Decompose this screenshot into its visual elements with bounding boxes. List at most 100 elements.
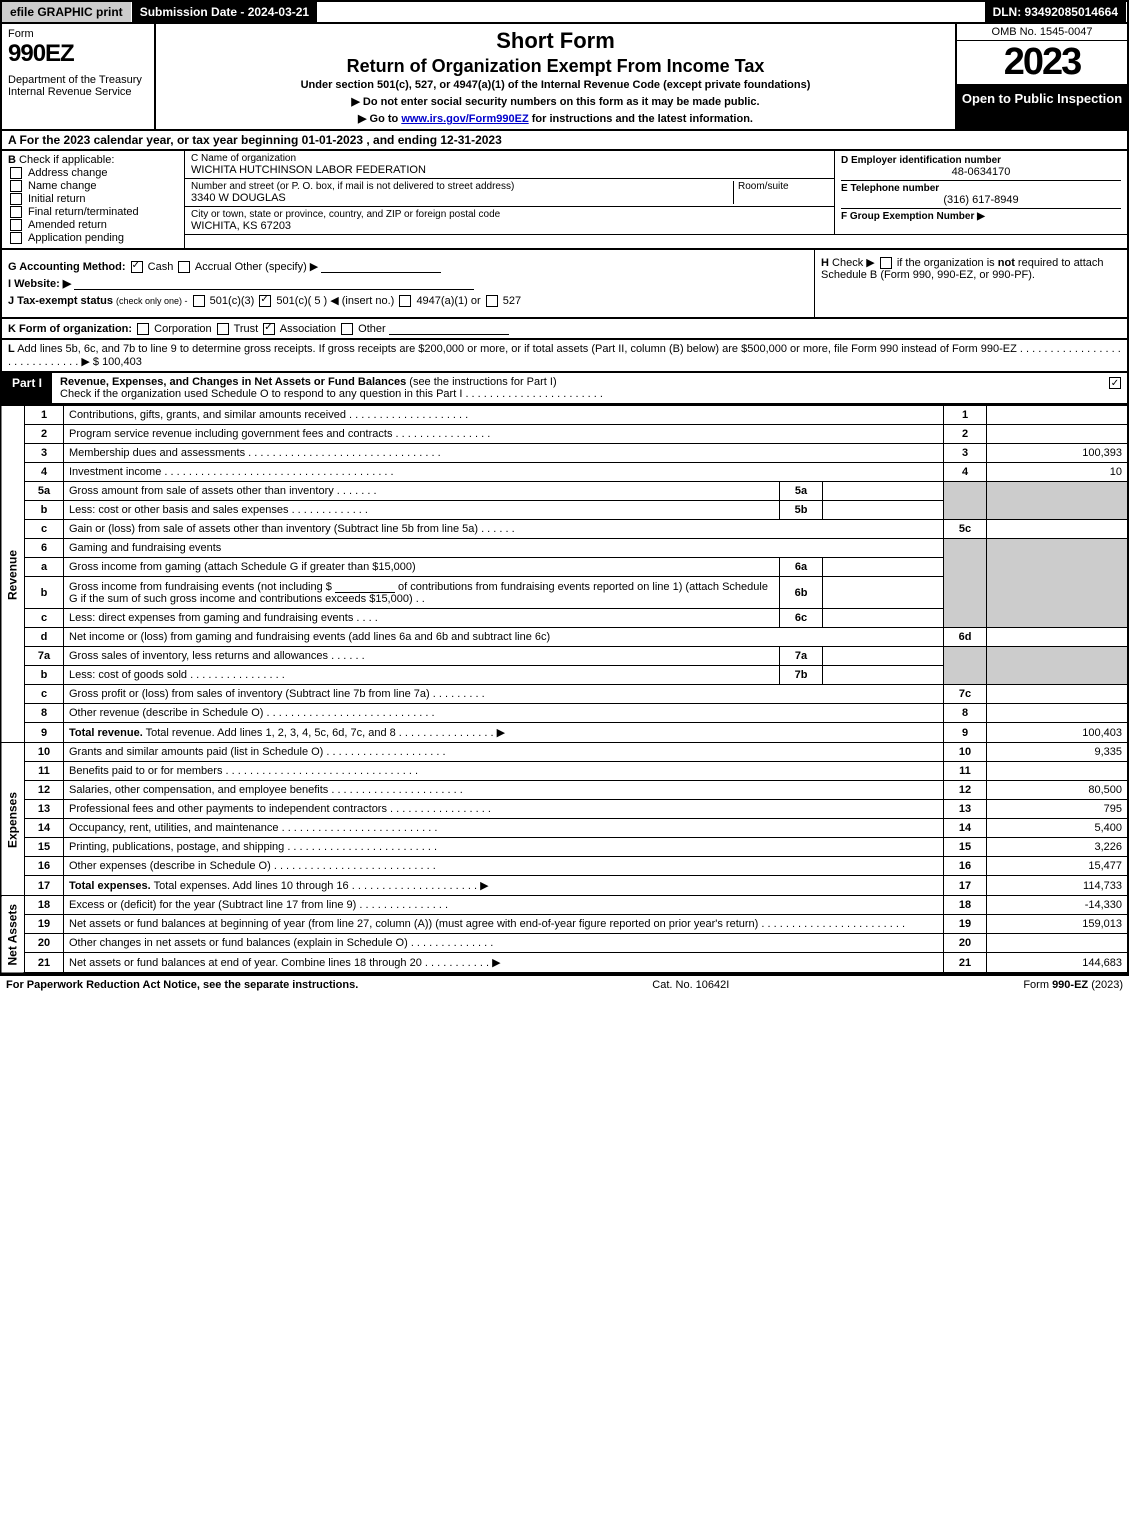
row-17-num: 17 — [25, 876, 64, 896]
opt-name-change: Name change — [28, 180, 97, 192]
j-o3: 4947(a)(1) or — [416, 295, 480, 307]
row-12-amount: 80,500 — [987, 781, 1129, 800]
checkbox-4947[interactable] — [399, 295, 411, 307]
row-6b-mini-val — [823, 577, 944, 609]
row-5c-amount — [987, 520, 1129, 539]
g-accrual: Accrual — [195, 261, 232, 273]
row-14-num: 14 — [25, 819, 64, 838]
b-label: B — [8, 154, 16, 166]
checkbox-address-change[interactable] — [10, 167, 22, 179]
instr2-post: for instructions and the latest informat… — [529, 113, 753, 125]
row-9-desc: Total revenue. Total revenue. Add lines … — [64, 723, 944, 743]
row-1-desc: Contributions, gifts, grants, and simila… — [64, 406, 944, 425]
subtitle: Under section 501(c), 527, or 4947(a)(1)… — [164, 79, 947, 91]
checkbox-501c3[interactable] — [193, 295, 205, 307]
form-header: Form 990EZ Department of the Treasury In… — [0, 24, 1129, 131]
section-c: C Name of organization WICHITA HUTCHINSO… — [185, 151, 835, 234]
row-2-num: 2 — [25, 425, 64, 444]
omb-number: OMB No. 1545-0047 — [957, 24, 1127, 41]
checkbox-name-change[interactable] — [10, 180, 22, 192]
line-j: J Tax-exempt status (check only one) - 5… — [8, 294, 808, 307]
row-3-amount: 100,393 — [987, 444, 1129, 463]
checkbox-final-return[interactable] — [10, 206, 22, 218]
irs-link[interactable]: www.irs.gov/Form990EZ — [401, 113, 528, 125]
row-6b-blank[interactable] — [335, 580, 395, 593]
checkbox-initial-return[interactable] — [10, 193, 22, 205]
efile-label[interactable]: efile GRAPHIC print — [2, 2, 132, 22]
checkbox-cash[interactable] — [131, 261, 143, 273]
row-3-desc: Membership dues and assessments . . . . … — [64, 444, 944, 463]
form-word: Form — [8, 28, 148, 40]
checkbox-accrual[interactable] — [178, 261, 190, 273]
l-amount: 100,403 — [102, 356, 142, 368]
section-cdef: C Name of organization WICHITA HUTCHINSO… — [185, 151, 1127, 248]
checkbox-corporation[interactable] — [137, 323, 149, 335]
row-16-num: 16 — [25, 857, 64, 876]
row-7a-mini-val — [823, 647, 944, 666]
row-6d-amount — [987, 628, 1129, 647]
checkbox-amended-return[interactable] — [10, 219, 22, 231]
row-5ab-shade-amt — [987, 482, 1129, 520]
row-11-amount — [987, 762, 1129, 781]
section-def: D Employer identification number 48-0634… — [835, 151, 1127, 234]
row-9-box: 9 — [944, 723, 987, 743]
col-g: G Accounting Method: Cash Accrual Other … — [2, 250, 814, 317]
tax-year: 2023 — [957, 41, 1127, 85]
row-11-desc: Benefits paid to or for members . . . . … — [64, 762, 944, 781]
d-ein-label: D Employer identification number — [841, 155, 1121, 166]
e-phone-label: E Telephone number — [841, 183, 1121, 194]
form-ref: Form 990-EZ (2023) — [1023, 979, 1123, 991]
row-4-box: 4 — [944, 463, 987, 482]
row-7ab-shade-amt — [987, 647, 1129, 685]
row-20-box: 20 — [944, 934, 987, 953]
section-l: L Add lines 5b, 6c, and 7b to line 9 to … — [0, 340, 1129, 373]
h-text2: if the organization is — [897, 257, 995, 269]
checkbox-other-org[interactable] — [341, 323, 353, 335]
section-ghij: G Accounting Method: Cash Accrual Other … — [0, 250, 1129, 319]
checkbox-association[interactable] — [263, 323, 275, 335]
checkbox-501c[interactable] — [259, 295, 271, 307]
c-name-label: C Name of organization — [191, 153, 828, 164]
row-4-amount: 10 — [987, 463, 1129, 482]
row-9-arrow-icon: ▶ — [497, 727, 505, 739]
f-group-label: F Group Exemption Number ▶ — [841, 211, 1121, 222]
h-text1: Check ▶ — [832, 257, 875, 269]
checkbox-527[interactable] — [486, 295, 498, 307]
row-5ab-shade-box — [944, 482, 987, 520]
org-city: WICHITA, KS 67203 — [191, 220, 828, 232]
row-10-desc: Grants and similar amounts paid (list in… — [64, 743, 944, 762]
row-14-amount: 5,400 — [987, 819, 1129, 838]
row-9-amount: 100,403 — [987, 723, 1129, 743]
row-10-amount: 9,335 — [987, 743, 1129, 762]
g-other-field[interactable] — [321, 260, 441, 273]
row-15-box: 15 — [944, 838, 987, 857]
instruction-2: ▶ Go to www.irs.gov/Form990EZ for instru… — [164, 112, 947, 125]
row-6c-mini-val — [823, 609, 944, 628]
row-6a-mini: 6a — [780, 558, 823, 577]
org-name: WICHITA HUTCHINSON LABOR FEDERATION — [191, 164, 828, 176]
j-sub: (check only one) - — [116, 296, 188, 306]
c-room-label: Room/suite — [738, 181, 828, 192]
row-7b-num: b — [25, 666, 64, 685]
dept-label: Department of the Treasury — [8, 74, 148, 86]
row-13-num: 13 — [25, 800, 64, 819]
row-6d-desc: Net income or (loss) from gaming and fun… — [64, 628, 944, 647]
row-21-num: 21 — [25, 953, 64, 974]
org-street: 3340 W DOUGLAS — [191, 192, 733, 204]
checkbox-schedule-o[interactable] — [1109, 377, 1121, 389]
website-field[interactable] — [74, 277, 474, 290]
row-11-num: 11 — [25, 762, 64, 781]
row-12-num: 12 — [25, 781, 64, 800]
checkbox-schedule-b[interactable] — [880, 257, 892, 269]
k-other-field[interactable] — [389, 322, 509, 335]
instruction-1: ▶ Do not enter social security numbers o… — [164, 95, 947, 108]
row-6-shade-box — [944, 539, 987, 628]
row-7b-mini: 7b — [780, 666, 823, 685]
row-13-box: 13 — [944, 800, 987, 819]
paperwork-notice: For Paperwork Reduction Act Notice, see … — [6, 979, 358, 991]
row-11-box: 11 — [944, 762, 987, 781]
row-10-box: 10 — [944, 743, 987, 762]
row-16-desc: Other expenses (describe in Schedule O) … — [64, 857, 944, 876]
checkbox-application-pending[interactable] — [10, 232, 22, 244]
checkbox-trust[interactable] — [217, 323, 229, 335]
